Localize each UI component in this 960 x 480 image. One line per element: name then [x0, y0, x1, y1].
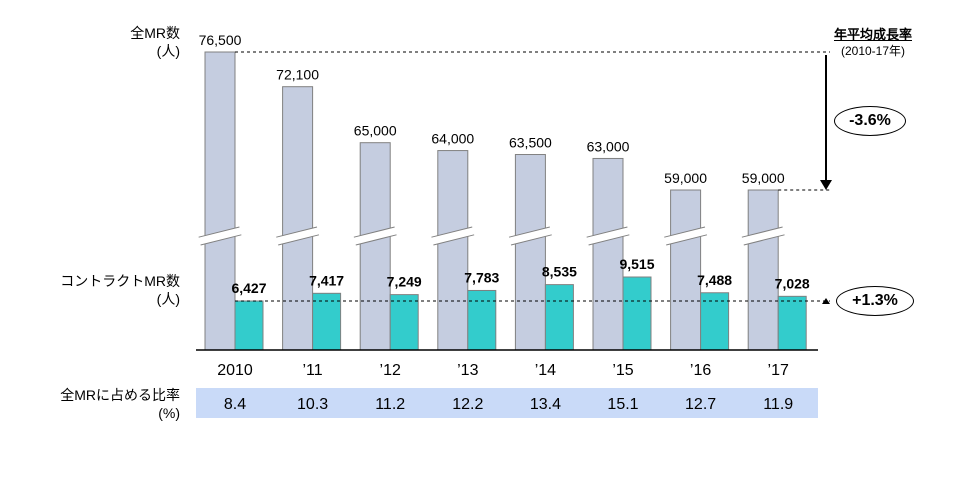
total-value-label: 64,000 [431, 131, 474, 147]
axis-break-line [431, 226, 473, 238]
total-value-label: 63,500 [509, 135, 552, 151]
axis-break-line [743, 234, 785, 246]
contract-bar [389, 294, 419, 351]
ratio-value: 8.4 [224, 396, 246, 413]
axis-break-gap [741, 227, 785, 245]
total-bar [204, 51, 236, 351]
contract-bar [700, 292, 730, 351]
contract-mr-axis-label-line1: コントラクトMR数 [60, 273, 180, 289]
ratio-row-label-line1: 全MRに占める比率 [60, 387, 180, 403]
axis-break-gap [198, 227, 242, 245]
contract-mr-axis-label: コントラクトMR数 (人) [10, 272, 180, 308]
contract-value-label: 9,515 [619, 256, 654, 272]
contract-value-label: 7,417 [309, 272, 344, 288]
ratio-value: 12.7 [685, 396, 716, 413]
contract-bar [622, 276, 652, 351]
contract-bar [544, 284, 574, 351]
contract-bar [312, 292, 342, 351]
x-tick-label: ’17 [768, 362, 789, 379]
axis-break-line [664, 226, 706, 238]
contract-value-label: 7,783 [464, 269, 499, 285]
contract-value-label: 6,427 [231, 280, 266, 296]
total-bar [359, 142, 391, 351]
axis-break-line [355, 234, 397, 246]
total-bar [437, 150, 469, 351]
contract-bar [234, 300, 264, 351]
total-mr-axis-label-line2: (人) [156, 43, 180, 59]
axis-break-line [276, 226, 318, 238]
contract-value-label: 7,249 [387, 274, 422, 290]
axis-break-line [508, 226, 550, 238]
cagr-contract-arrow-head [822, 298, 830, 304]
contract-value-label: 7,488 [697, 272, 732, 288]
axis-break-gap [586, 227, 630, 245]
total-value-label: 72,100 [276, 67, 319, 83]
axis-break-line [741, 226, 783, 238]
cagr-total-badge: -3.6% [834, 106, 906, 136]
contract-bar [467, 289, 497, 351]
axis-break-line [510, 234, 552, 246]
ratio-value: 11.2 [375, 396, 405, 413]
axis-break-gap [431, 227, 475, 245]
x-tick-label: 2010 [217, 362, 253, 379]
x-tick-label: ’13 [457, 362, 478, 379]
total-value-label: 63,000 [587, 138, 630, 154]
contract-bar [777, 295, 807, 351]
ratio-value: 10.3 [297, 396, 328, 413]
total-bar [670, 189, 702, 351]
contract-value-label: 8,535 [542, 264, 577, 280]
ratio-value: 13.4 [530, 396, 561, 413]
ratio-row-label-line2: (%) [158, 405, 180, 421]
axis-break-line [588, 234, 630, 246]
ratio-row-label: 全MRに占める比率 (%) [10, 386, 180, 422]
axis-break-line [200, 234, 242, 246]
contract-mr-axis-label-line2: (人) [156, 291, 180, 307]
cagr-contract-badge: +1.3% [836, 286, 914, 316]
contract-value-label: 7,028 [775, 275, 810, 291]
ratio-row-band [196, 388, 818, 418]
ratio-value: 11.9 [763, 396, 793, 413]
axis-break-line [666, 234, 708, 246]
axis-break-line [433, 234, 475, 246]
axis-break-gap [276, 227, 319, 245]
axis-break-gap [664, 227, 707, 245]
total-bar [282, 86, 314, 351]
total-bar [747, 189, 779, 351]
x-tick-label: ’15 [612, 362, 633, 379]
axis-break-line [586, 226, 628, 238]
total-mr-axis-label-line1: 全MR数 [130, 25, 180, 41]
x-tick-label: ’14 [535, 362, 556, 379]
ratio-value: 12.2 [452, 396, 483, 413]
total-mr-axis-label: 全MR数 (人) [10, 24, 180, 60]
total-value-label: 59,000 [742, 170, 785, 186]
cagr-period: (2010-17年) [840, 44, 906, 58]
axis-break-gap [353, 227, 397, 245]
total-value-label: 76,500 [199, 32, 242, 48]
axis-break-gap [509, 227, 552, 245]
total-bar [592, 157, 624, 351]
axis-break-line [353, 226, 395, 238]
cagr-total-arrow-head [820, 180, 832, 190]
cagr-title: 年平均成長率 [833, 27, 912, 42]
ratio-value: 15.1 [607, 396, 638, 413]
total-value-label: 65,000 [354, 123, 397, 139]
total-value-label: 59,000 [664, 170, 707, 186]
total-bar [514, 154, 546, 351]
axis-break-line [198, 226, 240, 238]
x-tick-label: ’12 [380, 362, 401, 379]
x-tick-label: ’11 [303, 362, 323, 379]
x-tick-label: ’16 [690, 362, 711, 379]
axis-break-line [278, 234, 320, 246]
